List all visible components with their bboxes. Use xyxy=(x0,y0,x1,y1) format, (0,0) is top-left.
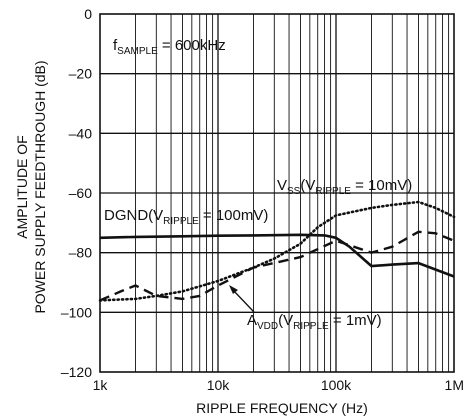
y-tick-label: –120 xyxy=(61,364,92,380)
series-line-avdd xyxy=(99,230,455,302)
y-tick-label: –20 xyxy=(69,66,93,82)
y-tick-label: –40 xyxy=(69,125,93,141)
avdd-leader-line xyxy=(231,288,255,313)
vss-annotation: VSS(VRIPPLE = 10mV) xyxy=(277,177,412,197)
x-axis-title: RIPPLE FREQUENCY (Hz) xyxy=(196,400,368,416)
x-tick-label: 1M xyxy=(445,377,464,393)
y-axis-title-line-2: POWER SUPPLY FEEDTHROUGH (dB) xyxy=(32,60,48,313)
y-axis-title-line-1: AMPLITUDE OF xyxy=(14,135,30,238)
series-lines xyxy=(98,200,456,302)
fsample-annotation: fSAMPLE = 600kHz xyxy=(113,37,226,57)
series-line-vss xyxy=(98,200,456,302)
avdd-annotation: AVDD(VRIPPLE = 1mV) xyxy=(247,312,382,332)
avdd-leader-arrowhead xyxy=(229,285,238,294)
y-tick-label: –60 xyxy=(69,185,93,201)
y-tick-label: 0 xyxy=(84,6,92,22)
dgnd-annotation: DGND(VRIPPLE = 100mV) xyxy=(104,207,268,227)
x-tick-label: 10k xyxy=(207,377,231,393)
grid-lines xyxy=(100,14,454,372)
series-line-dgnd xyxy=(99,233,455,278)
x-tick-label: 1k xyxy=(93,377,109,393)
plot-frame xyxy=(99,13,455,373)
x-tick-label: 100k xyxy=(321,377,352,393)
y-tick-label: –80 xyxy=(69,245,93,261)
y-tick-label: –100 xyxy=(61,304,92,320)
